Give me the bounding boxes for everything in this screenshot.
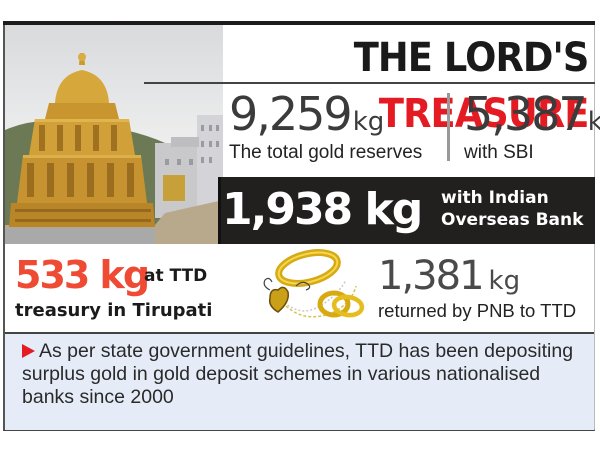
- total-gold-unit: kg: [352, 107, 385, 137]
- iob-gold-label: with Indian Overseas Bank: [441, 187, 591, 231]
- note-box: As per state government guidelines, TTD …: [5, 334, 594, 430]
- ttd-gold-inline-label: at TTD: [144, 266, 208, 286]
- sbi-gold-value: 5,387kg: [464, 84, 600, 152]
- note-text: As per state government guidelines, TTD …: [22, 340, 574, 408]
- title-underline: [144, 82, 595, 84]
- top-rule: [3, 21, 595, 25]
- pnb-gold-unit: kg: [488, 266, 521, 296]
- pnb-gold-label: returned by PNB to TTD: [378, 300, 577, 321]
- total-gold-label: The total gold reserves: [229, 142, 423, 163]
- sbi-gold-unit: kg: [587, 107, 600, 137]
- iob-band: [218, 177, 595, 244]
- total-gold-number: 9,259: [229, 87, 353, 141]
- sbi-gold-label: with SBI: [464, 142, 534, 163]
- temple-image-icon: [5, 53, 223, 244]
- title-part-red: TREASURE: [378, 91, 589, 137]
- sbi-gold-number: 5,387: [464, 87, 588, 141]
- page-title: THE LORD'S TREASURE: [186, 30, 594, 137]
- temple-photo: [5, 25, 223, 244]
- note-top-rule: [5, 332, 594, 334]
- iob-gold-value: 1,938 kg: [222, 184, 423, 235]
- ttd-gold-label: treasury in Tirupati: [15, 300, 213, 321]
- title-part-black: THE LORD'S: [353, 35, 590, 81]
- stat-divider: [447, 93, 450, 161]
- ttd-gold-value: 533 kg: [15, 253, 150, 297]
- pnb-gold-value: 1,381 kg: [378, 252, 520, 305]
- iob-label-line2: Overseas Bank: [441, 210, 584, 230]
- gold-jewelry-icon: [263, 249, 365, 318]
- total-gold-value: 9,259kg: [229, 84, 384, 152]
- red-arrow-icon: [22, 344, 35, 358]
- pnb-gold-number: 1,381: [378, 253, 485, 299]
- iob-label-line1: with Indian: [441, 188, 549, 208]
